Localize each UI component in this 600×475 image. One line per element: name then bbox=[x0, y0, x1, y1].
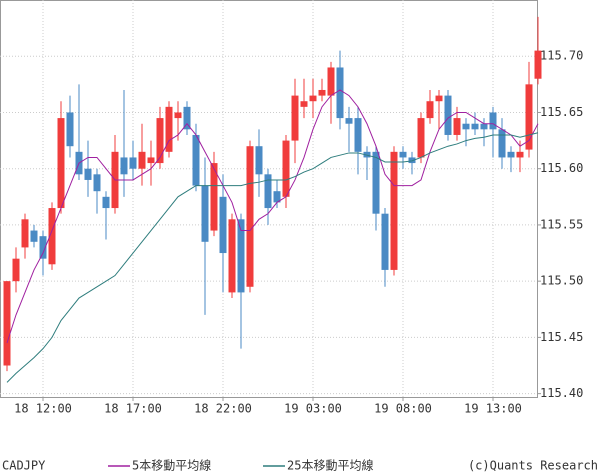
copyright: (c)Quants Research bbox=[468, 459, 598, 473]
candle-body bbox=[12, 258, 20, 282]
candle-body bbox=[282, 140, 290, 197]
x-tick-label: 18 17:00 bbox=[104, 402, 162, 416]
ma-line bbox=[6, 132, 539, 383]
candle-body bbox=[93, 174, 101, 192]
candle-body bbox=[462, 123, 470, 130]
candle-body bbox=[363, 151, 371, 158]
candle-body bbox=[372, 151, 380, 214]
candle-body bbox=[174, 112, 182, 119]
candle-body bbox=[246, 146, 254, 287]
y-tick-label: 115.70 bbox=[540, 49, 583, 63]
candle-body bbox=[354, 118, 362, 152]
candle-body bbox=[102, 196, 110, 209]
candle-body bbox=[498, 129, 506, 158]
candle-body bbox=[273, 191, 281, 203]
candle-body bbox=[525, 84, 533, 150]
candle-body bbox=[435, 95, 443, 102]
candle-body bbox=[3, 281, 11, 366]
candle-body bbox=[219, 196, 227, 254]
y-tick-label: 115.50 bbox=[540, 274, 583, 288]
candle-body bbox=[156, 118, 164, 164]
candle-body bbox=[84, 168, 92, 180]
candle-body bbox=[210, 163, 218, 231]
y-tick-label: 115.40 bbox=[540, 386, 583, 400]
y-tick-label: 115.55 bbox=[540, 217, 583, 231]
candle-body bbox=[237, 219, 245, 293]
candle-body bbox=[444, 95, 452, 135]
candle-body bbox=[417, 118, 425, 158]
candle-body bbox=[318, 89, 326, 96]
candle-body bbox=[147, 157, 155, 164]
candle-body bbox=[390, 151, 398, 270]
candle-body bbox=[192, 134, 200, 186]
candle-body bbox=[57, 118, 65, 209]
x-tick-label: 18 22:00 bbox=[194, 402, 252, 416]
candle-body bbox=[345, 118, 353, 124]
x-tick-label: 19 03:00 bbox=[284, 402, 342, 416]
candle-body bbox=[534, 50, 542, 79]
symbol-label: CADJPY bbox=[2, 459, 46, 473]
candle-body bbox=[183, 106, 191, 130]
candle-body bbox=[507, 151, 515, 158]
candle-body bbox=[381, 213, 389, 270]
y-tick-label: 115.60 bbox=[540, 161, 583, 175]
candle-body bbox=[291, 95, 299, 141]
candle-body bbox=[21, 219, 29, 248]
y-tick-label: 115.65 bbox=[540, 105, 583, 119]
candle-body bbox=[138, 151, 146, 169]
x-tick-label: 18 12:00 bbox=[14, 402, 72, 416]
candle-body bbox=[30, 230, 38, 242]
candle-body bbox=[480, 123, 488, 130]
candle-body bbox=[453, 118, 461, 135]
candle-body bbox=[66, 112, 74, 147]
candle-body bbox=[264, 174, 272, 209]
candle-body bbox=[228, 219, 236, 293]
candle-body bbox=[165, 106, 173, 152]
candle-body bbox=[426, 101, 434, 119]
y-tick-label: 115.45 bbox=[540, 330, 583, 344]
candle-body bbox=[300, 101, 308, 107]
candle-body bbox=[309, 95, 317, 102]
candle-body bbox=[48, 208, 56, 265]
candle-body bbox=[120, 157, 128, 175]
x-tick-label: 19 08:00 bbox=[374, 402, 432, 416]
candle-body bbox=[516, 151, 524, 158]
candle-body bbox=[471, 123, 479, 130]
candle-body bbox=[489, 112, 497, 130]
x-tick-label: 19 13:00 bbox=[464, 402, 522, 416]
candle-body bbox=[408, 157, 416, 164]
candle-body bbox=[39, 236, 47, 259]
candle-body bbox=[201, 185, 209, 242]
legend-label: 5本移動平均線 bbox=[132, 458, 211, 473]
candle-body bbox=[399, 151, 407, 158]
candle-body bbox=[327, 67, 335, 96]
ma-line bbox=[6, 89, 539, 344]
candle-body bbox=[129, 157, 137, 169]
candle-body bbox=[255, 146, 263, 175]
legend-label: 25本移動平均線 bbox=[287, 458, 373, 473]
candle-body bbox=[336, 67, 344, 119]
